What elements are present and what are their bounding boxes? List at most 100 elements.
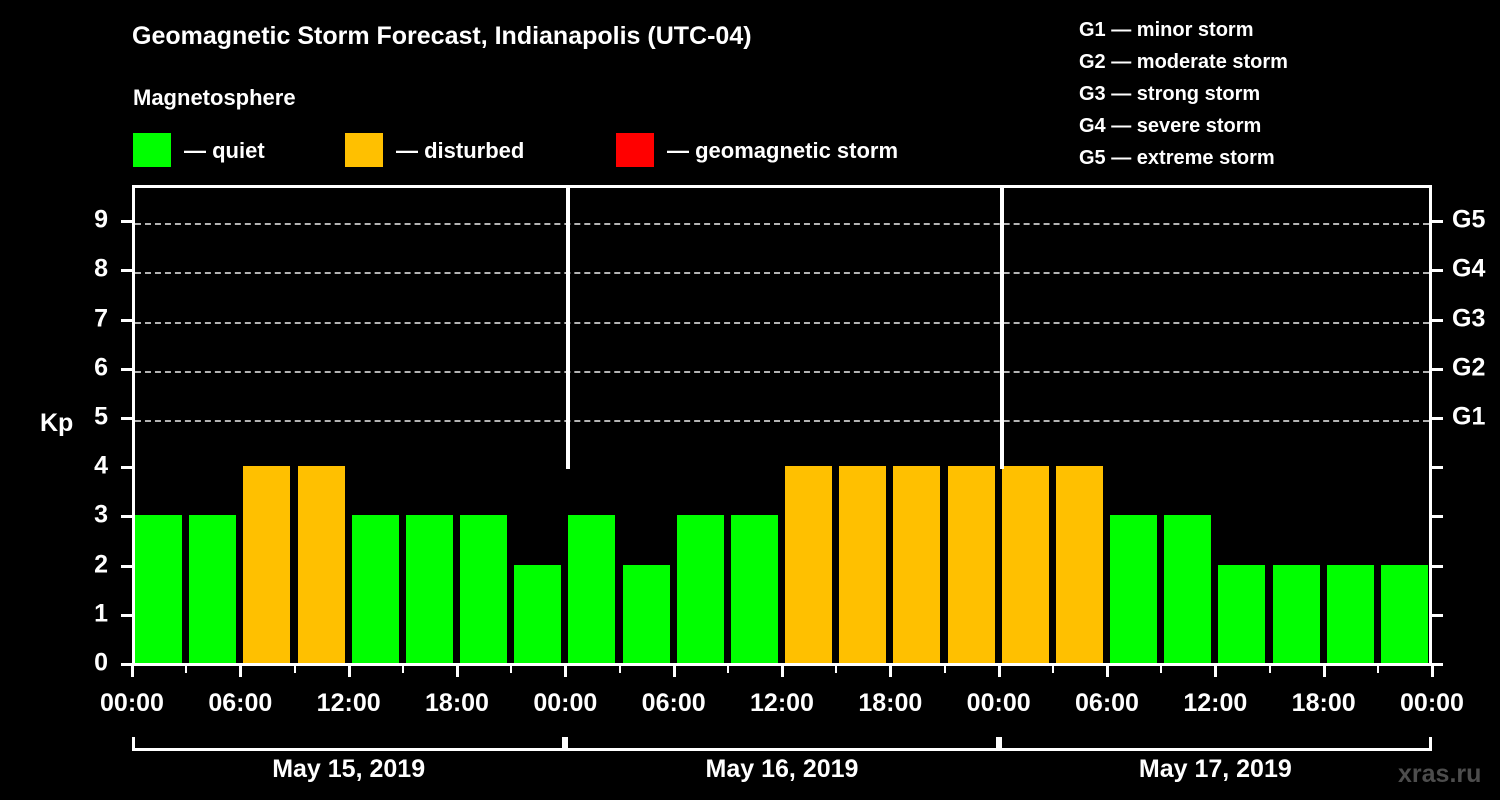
legend-label: — geomagnetic storm [667,138,899,163]
kp-bar[interactable] [893,466,941,663]
y-axis-label-1: 1 [94,599,108,628]
g-legend-row-1: G1 — minor storm [1079,19,1254,41]
x-axis-label-18: 18:00 [425,689,489,717]
kp-bar[interactable] [135,515,183,663]
x-axis-label-12: 12:00 [316,689,381,717]
kp-bar[interactable] [1272,564,1320,663]
kp-bar[interactable] [839,466,887,663]
kp-bar[interactable] [297,466,345,663]
gridline-kp-6 [135,370,1429,373]
legend-entry-disturbed: — disturbed [345,131,524,169]
x-axis-tick-48 [997,666,1001,677]
legend-entry-geomagneticstorm: — geomagnetic storm [616,131,898,169]
y-axis-label-5: 5 [94,402,108,431]
kp-bar[interactable] [622,564,670,663]
y-axis-title: Kp [40,409,74,437]
storm-swatch [616,133,654,167]
chart-plot-area [132,185,1432,666]
kp-bar[interactable] [1326,564,1374,663]
kp-bar[interactable] [514,564,562,663]
x-axis-tick-51 [1051,666,1054,673]
x-axis-label-24: 00:00 [533,689,598,717]
y-axis-tick-7 [121,318,132,322]
g-legend-row-4: G4 — severe storm [1079,115,1262,137]
y-axis-tick-4 [121,466,132,470]
x-axis-tick-27 [618,666,621,673]
x-axis-tick-9 [293,666,296,673]
x-axis-tick-57 [1160,666,1163,673]
y-axis-label-9: 9 [94,205,108,234]
kp-bar[interactable] [351,515,399,663]
page-title: Geomagnetic Storm Forecast, Indianapolis… [132,22,752,50]
x-axis-tick-30 [672,666,676,677]
kp-bar[interactable] [730,515,778,663]
day-separator-1 [566,188,571,470]
kp-bar[interactable] [460,515,508,663]
y-axis-tick-3 [121,515,132,519]
y2-axis-label-G3: G3 [1452,304,1486,333]
kp-bar[interactable] [947,466,995,663]
x-axis-tick-6 [239,666,243,677]
y2-axis-tick-kp-5 [1432,417,1443,420]
x-axis-tick-45 [943,666,946,673]
x-axis-label-66: 18:00 [1291,689,1356,717]
x-axis-tick-36 [781,666,784,677]
y-axis-label-2: 2 [94,550,108,579]
kp-bar[interactable] [1001,466,1049,663]
y2-axis-tick-kp-4 [1432,466,1443,470]
y2-axis-label-G1: G1 [1452,402,1486,431]
day-bracket-3 [998,737,1432,751]
y-axis-label-3: 3 [94,500,108,529]
g-legend-row-5: G5 — extreme storm [1079,147,1275,169]
y-axis-tick-1 [121,613,132,617]
kp-bar[interactable] [405,515,453,663]
magnetosphere-section-label: Magnetosphere [133,85,296,110]
x-axis-label-0: 00:00 [100,689,164,717]
g-scale-legend: G1 — minor storm G2 — moderate storm G3 — … [1079,14,1288,174]
y-axis-tick-6 [121,367,132,371]
y-axis-label-8: 8 [94,254,108,283]
x-axis-label-60: 12:00 [1183,689,1248,717]
kp-bar[interactable] [1218,564,1266,663]
kp-bar[interactable] [243,466,291,663]
kp-bar[interactable] [1380,564,1428,663]
day-label-1: May 15, 2019 [272,755,426,783]
y2-axis-label-G2: G2 [1452,353,1486,382]
kp-bar[interactable] [1110,515,1158,663]
x-axis-tick-72 [1431,666,1434,677]
day-label-2: May 16, 2019 [705,755,859,783]
y-axis-tick-2 [121,564,132,568]
kp-bar[interactable] [1055,466,1103,663]
y-axis-tick-9 [121,220,132,224]
y2-axis-tick-kp-1 [1432,613,1443,617]
g-legend-row-3: G3 — strong storm [1079,83,1261,105]
x-axis-tick-39 [835,666,838,673]
y2-axis-tick-kp-7 [1432,318,1443,322]
x-axis-tick-3 [185,666,188,673]
y-axis-label-7: 7 [94,304,108,333]
y2-axis-tick-kp-8 [1432,269,1443,273]
x-axis-label-6: 06:00 [208,689,273,717]
x-axis-label-54: 06:00 [1075,689,1139,717]
kp-bar[interactable] [676,515,724,663]
day-label-3: May 17, 2019 [1138,755,1292,783]
day-bracket-1 [132,737,566,751]
plot-inner [135,188,1429,663]
y-axis-label-6: 6 [94,353,108,382]
x-axis-tick-60 [1214,666,1218,677]
gridline-kp-8 [135,272,1429,275]
legend-label: — quiet [184,138,265,163]
y2-axis-tick-kp-6 [1432,367,1443,371]
x-axis-tick-12 [347,666,351,677]
x-axis-label-48: 00:00 [966,689,1031,717]
kp-bar[interactable] [1164,515,1212,663]
y-axis-tick-8 [121,269,132,273]
y2-axis-tick-kp-3 [1432,515,1443,519]
kp-bar[interactable] [189,515,237,663]
y-axis-tick-5 [121,417,132,420]
x-axis-tick-15 [401,666,404,673]
kp-bar[interactable] [785,466,833,663]
x-axis-tick-54 [1106,666,1109,677]
x-axis-tick-21 [510,666,513,673]
kp-bar[interactable] [568,515,616,663]
